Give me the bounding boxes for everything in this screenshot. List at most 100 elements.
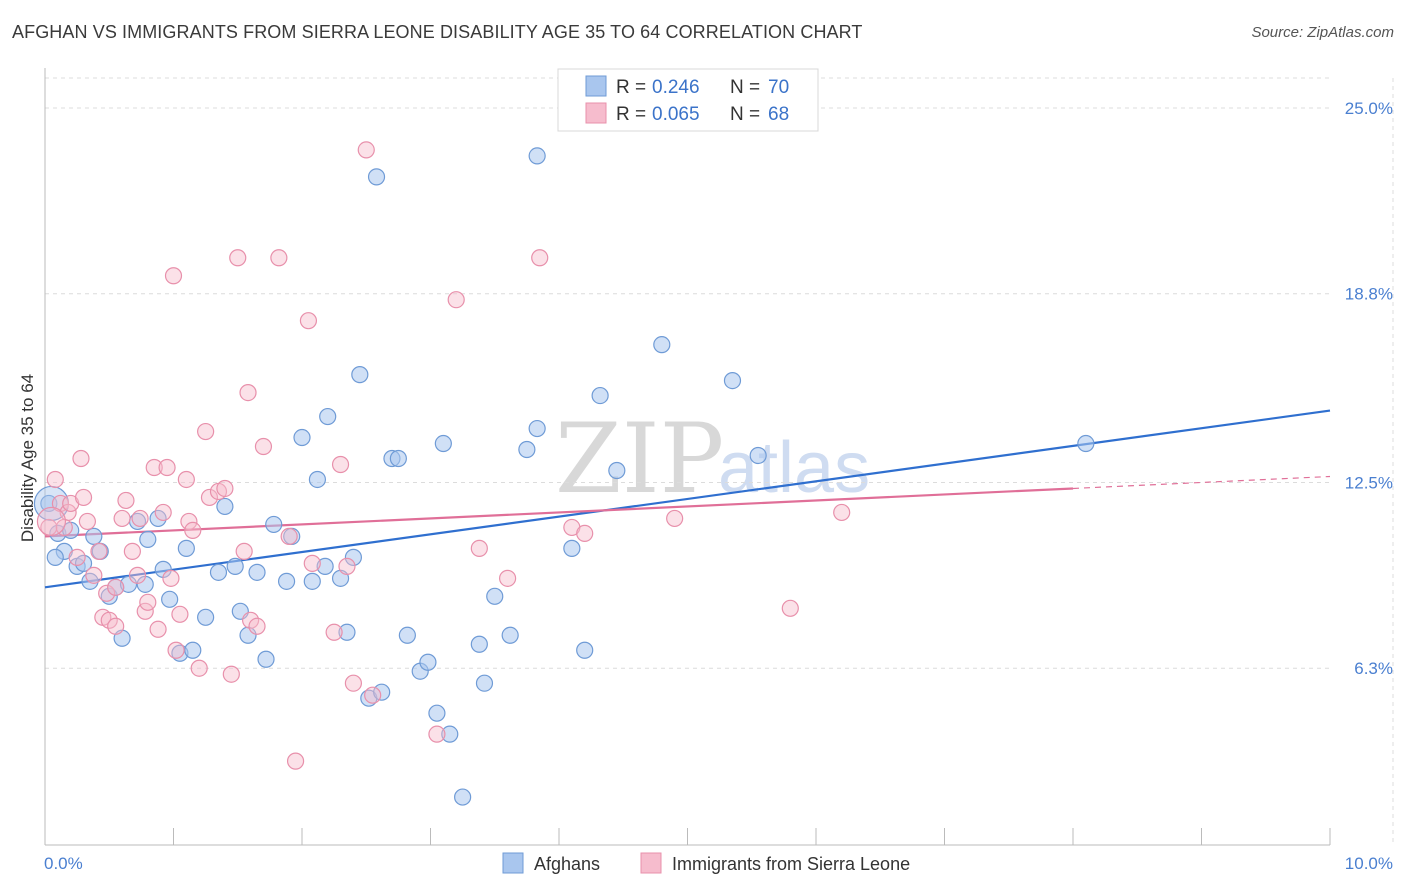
trend-lines [44, 409, 1331, 589]
trend-line-sierra-leone [44, 487, 1074, 538]
data-point-afghans [1077, 434, 1095, 453]
data-point-afghans [184, 641, 202, 659]
source-credit: Source: ZipAtlas.com [1251, 24, 1394, 41]
data-point-sierra-leone [177, 470, 195, 489]
data-point-sierra-leone [200, 488, 219, 507]
legend-r-value-afghans: 0.246 [652, 77, 700, 98]
data-point-sierra-leone [180, 512, 198, 531]
data-point-afghans [454, 788, 472, 806]
data-point-afghans [528, 147, 546, 165]
data-point-afghans [277, 572, 296, 590]
data-point-sierra-leone [338, 557, 356, 575]
legend-n-label: N = [730, 77, 760, 98]
data-point-sierra-leone [235, 542, 253, 560]
bottom-legend: Afghans Immigrants from Sierra Leone [502, 852, 910, 874]
data-point-sierra-leone [239, 383, 257, 402]
data-point-sierra-leone [248, 617, 266, 635]
data-point-sierra-leone [123, 542, 141, 560]
y-tick-label: 12.5% [1345, 473, 1393, 492]
series-sierra-leone [36, 141, 851, 770]
data-point-afghans [85, 527, 103, 546]
data-point-afghans [398, 626, 416, 644]
data-point-sierra-leone [158, 458, 176, 477]
x-tick-label: 10.0% [1345, 854, 1393, 873]
data-point-sierra-leone [222, 665, 240, 683]
y-axis-label: Disability Age 35 to 64 [18, 374, 37, 542]
data-point-sierra-leone [357, 141, 375, 159]
data-point-sierra-leone [331, 455, 350, 474]
data-point-afghans [475, 674, 494, 692]
data-point-afghans [653, 336, 671, 354]
bottom-legend-swatch-sierra-leone [640, 852, 662, 874]
data-point-sierra-leone [184, 521, 202, 540]
data-point-sierra-leone [280, 527, 298, 546]
data-point-sierra-leone [286, 752, 305, 770]
data-point-sierra-leone [531, 249, 549, 267]
data-point-afghans [226, 557, 244, 575]
data-point-sierra-leone [85, 566, 103, 584]
data-point-afghans [265, 515, 283, 534]
data-point-afghans [591, 386, 609, 405]
watermark-zip: ZIP [555, 403, 724, 515]
data-point-sierra-leone [499, 569, 517, 587]
data-point-sierra-leone [190, 659, 208, 677]
data-point-sierra-leone [447, 291, 465, 309]
data-point-sierra-leone [197, 422, 215, 441]
data-point-afghans [501, 626, 519, 644]
data-point-sierra-leone [117, 491, 135, 510]
data-point-afghans [434, 434, 452, 453]
data-point-afghans [749, 446, 767, 465]
axes: 6.3% 12.5% 18.8% 25.0% 0.0% 10.0% [44, 68, 1393, 873]
data-point-sierra-leone [107, 578, 125, 596]
data-point-afghans [428, 704, 446, 722]
data-point-sierra-leone [139, 593, 157, 611]
data-point-afghans [308, 470, 327, 489]
data-point-sierra-leone [164, 267, 183, 285]
data-point-sierra-leone [470, 539, 488, 557]
data-point-sierra-leone [131, 509, 149, 528]
data-point-afghans [486, 587, 504, 605]
data-point-sierra-leone [216, 479, 234, 498]
bottom-legend-label-afghans: Afghans [534, 854, 600, 874]
data-point-sierra-leone [145, 458, 163, 477]
data-point-sierra-leone [74, 488, 93, 507]
data-point-sierra-leone [100, 611, 118, 629]
data-point-afghans [563, 539, 581, 557]
data-point-afghans [389, 449, 407, 468]
data-point-afghans [319, 407, 337, 426]
data-point-afghans [74, 554, 93, 572]
data-point-sierra-leone [666, 509, 684, 528]
data-point-afghans [518, 440, 536, 459]
data-point-afghans [470, 635, 488, 653]
data-point-sierra-leone [171, 605, 189, 623]
legend-n-value-sierra-leone: 68 [768, 104, 789, 125]
legend-n-value-afghans: 70 [768, 77, 789, 98]
data-point-sierra-leone [107, 617, 125, 635]
data-point-sierra-leone [325, 623, 343, 641]
watermark-atlas: atlas [718, 428, 870, 508]
data-point-afghans [119, 575, 138, 593]
data-point-sierra-leone [162, 569, 180, 587]
legend: R = 0.246 N = 70 R = 0.065 N = 68 [557, 68, 819, 132]
data-point-afghans [351, 366, 369, 384]
data-point-sierra-leone [344, 674, 362, 692]
data-point-sierra-leone [299, 312, 318, 330]
data-point-afghans [338, 623, 356, 641]
chart-title: AFGHAN VS IMMIGRANTS FROM SIERRA LEONE D… [12, 22, 863, 42]
legend-n-label: N = [730, 104, 760, 125]
data-point-sierra-leone [90, 542, 108, 560]
data-point-sierra-leone [576, 524, 594, 543]
data-point-afghans [441, 725, 459, 743]
data-point-sierra-leone [167, 641, 185, 659]
legend-r-value-sierra-leone: 0.065 [652, 104, 700, 125]
legend-r-label: R = [616, 104, 646, 125]
data-point-sierra-leone [78, 512, 97, 531]
data-point-sierra-leone [46, 470, 64, 489]
data-point-afghans [316, 557, 334, 575]
data-point-afghans [46, 548, 64, 566]
series-afghans [33, 147, 1095, 806]
data-point-afghans [723, 372, 742, 390]
data-point-sierra-leone [833, 503, 851, 522]
bottom-legend-swatch-afghans [502, 852, 524, 874]
